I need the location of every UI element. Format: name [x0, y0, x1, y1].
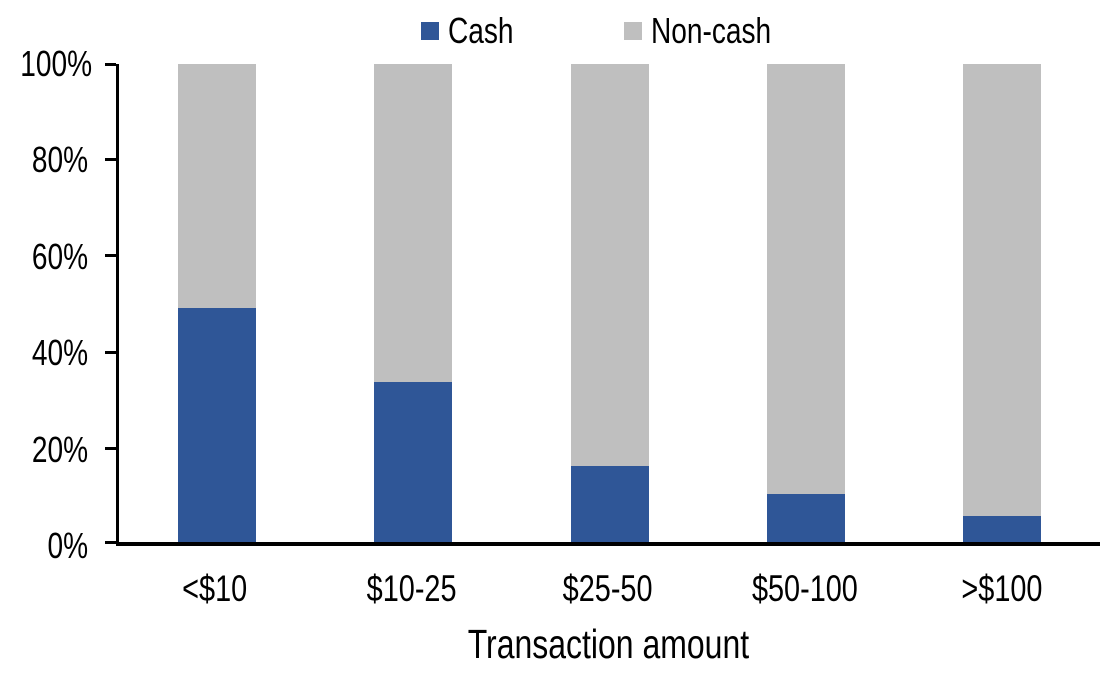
legend-item-cash: Cash	[421, 10, 532, 52]
bar-segment-cash	[178, 307, 257, 542]
cash-legend-label: Cash	[448, 10, 514, 51]
x-tick-label: $50-100	[751, 568, 858, 609]
bar-segment-cash	[766, 494, 845, 542]
cash-legend-swatch	[421, 22, 439, 40]
y-tick-label-60: 60%	[31, 236, 88, 277]
y-tick-mark	[105, 158, 116, 161]
noncash-legend-label: Non-cash	[651, 10, 772, 51]
bar-segment-cash	[374, 381, 453, 542]
x-tick-label: <$10	[181, 568, 247, 609]
noncash-legend-swatch	[624, 22, 642, 40]
x-axis-title: Transaction amount	[467, 621, 749, 667]
bar-group	[904, 64, 1100, 542]
bar-segment-cash	[962, 515, 1041, 542]
y-tick-label-80: 80%	[31, 139, 88, 180]
y-tick-label-100: 100%	[20, 43, 93, 84]
y-tick-mark	[105, 541, 116, 544]
x-axis-labels: <$10 $10-25 $25-50 $50-100 >$100	[116, 568, 1100, 610]
bar-segment-noncash	[374, 64, 453, 382]
bar-group	[119, 64, 315, 542]
bar-group	[708, 64, 904, 542]
plot-area	[105, 63, 1100, 546]
legend-item-noncash: Non-cash	[624, 10, 805, 52]
bar-group	[511, 64, 707, 542]
bar-segment-noncash	[962, 64, 1041, 516]
bar-group	[315, 64, 511, 542]
x-tick-label: $25-50	[563, 568, 653, 609]
bar-segment-cash	[570, 465, 649, 542]
y-tick-mark	[105, 447, 116, 450]
y-tick-mark	[105, 254, 116, 257]
bar-segment-noncash	[766, 64, 845, 495]
bar-segment-noncash	[178, 64, 257, 308]
y-tick-label-20: 20%	[31, 429, 88, 470]
y-tick-label-40: 40%	[31, 332, 88, 373]
x-tick-label: $10-25	[366, 568, 457, 609]
y-tick-mark	[105, 63, 116, 66]
bar-segment-noncash	[570, 64, 649, 466]
y-tick-label-0: 0%	[47, 525, 88, 566]
x-tick-label: >$100	[961, 568, 1043, 609]
y-tick-mark	[105, 351, 116, 354]
